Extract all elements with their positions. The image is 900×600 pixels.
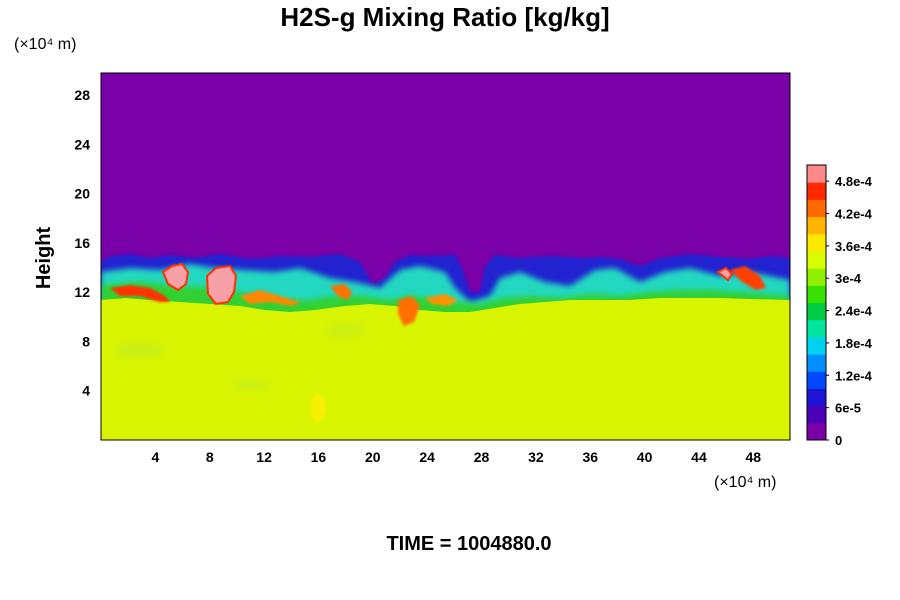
colorbar-tick-label: 3.6e-4: [835, 239, 873, 254]
x-unit-label: (×10⁴ m): [714, 474, 776, 491]
x-tick-label: 16: [311, 449, 327, 465]
x-tick-label: 20: [365, 449, 381, 465]
field-orange-streak: [240, 290, 300, 306]
heatmap-field: [101, 73, 790, 440]
x-tick-label: 24: [419, 449, 435, 465]
field-pink-max: [161, 262, 190, 292]
field-patch: [115, 342, 165, 358]
y-tick-label: 20: [74, 186, 90, 202]
field-red-streak: [110, 285, 170, 302]
colorbar: [807, 165, 826, 441]
colorbar-tick-label: 3e-4: [835, 271, 862, 286]
y-tick-label: 8: [82, 333, 90, 349]
field-orange-streak: [398, 296, 420, 326]
x-tick-label: 40: [637, 449, 653, 465]
y-unit-label: (×10⁴ m): [14, 36, 76, 53]
colorbar-frame: [806, 164, 827, 441]
x-tick-label: 12: [256, 449, 272, 465]
x-tick-label: 48: [746, 449, 762, 465]
field-red-streak: [730, 266, 766, 290]
field-pink-max: [716, 266, 734, 282]
colorbar-tick-label: 1.8e-4: [835, 336, 873, 351]
x-tick-label: 32: [528, 449, 544, 465]
colorbar-tick-label: 0: [835, 433, 842, 448]
colorbar-segment: [807, 388, 826, 407]
colorbar-segment: [807, 354, 826, 372]
y-tick-label: 28: [74, 87, 90, 103]
y-axis-label: Height: [33, 227, 55, 290]
colorbar-segment: [807, 422, 826, 441]
y-tick-label: 12: [74, 284, 90, 300]
field-patch: [325, 322, 365, 338]
colorbar-tick-labels: 0 6e-5 1.2e-4 1.8e-4 2.4e-4 3e-4 3.6e-4 4.2e-4 4…: [826, 174, 873, 448]
x-tick-label: 8: [206, 449, 214, 465]
colorbar-segment: [807, 250, 826, 269]
colorbar-segment: [807, 336, 826, 355]
colorbar-segment: [807, 233, 826, 252]
colorbar-segment: [807, 371, 826, 389]
y-tick-label: 4: [82, 383, 90, 399]
plot-frame: [100, 72, 791, 441]
field-pink-max: [205, 264, 238, 306]
x-tick-label: 4: [151, 449, 159, 465]
x-tick-label: 44: [691, 449, 707, 465]
colorbar-segment: [807, 268, 826, 286]
colorbar-segment: [807, 199, 826, 218]
colorbar-segment: [807, 285, 826, 303]
y-tick-labels: 4 8 12 16 20 24 28: [74, 87, 90, 399]
colorbar-tick-label: 6e-5: [835, 401, 861, 416]
colorbar-tick-label: 4.8e-4: [835, 174, 873, 189]
colorbar-segment: [807, 165, 826, 183]
x-tick-label: 28: [474, 449, 490, 465]
colorbar-tick-label: 1.2e-4: [835, 368, 873, 383]
x-tick-label: 36: [582, 449, 598, 465]
chart-title: H2S-g Mixing Ratio [kg/kg]: [280, 2, 609, 32]
colorbar-segment: [807, 405, 826, 424]
field-orange-streak: [425, 294, 458, 306]
field-lower-layer: [101, 298, 790, 440]
y-tick-label: 16: [74, 235, 90, 251]
y-tick-label: 24: [74, 136, 90, 152]
colorbar-segment: [807, 216, 826, 235]
field-patch: [232, 379, 268, 391]
colorbar-segment: [807, 182, 826, 200]
colorbar-tick-label: 4.2e-4: [835, 207, 873, 222]
field-orange-streak: [330, 284, 352, 300]
time-label: TIME = 1004880.0: [386, 533, 551, 555]
field-patch: [310, 394, 326, 422]
x-tick-labels: 4 8 12 16 20 24 28 32 36 40 44 48: [151, 449, 761, 465]
colorbar-tick-label: 2.4e-4: [835, 304, 873, 319]
colorbar-segment: [807, 319, 826, 338]
colorbar-segment: [807, 302, 826, 321]
